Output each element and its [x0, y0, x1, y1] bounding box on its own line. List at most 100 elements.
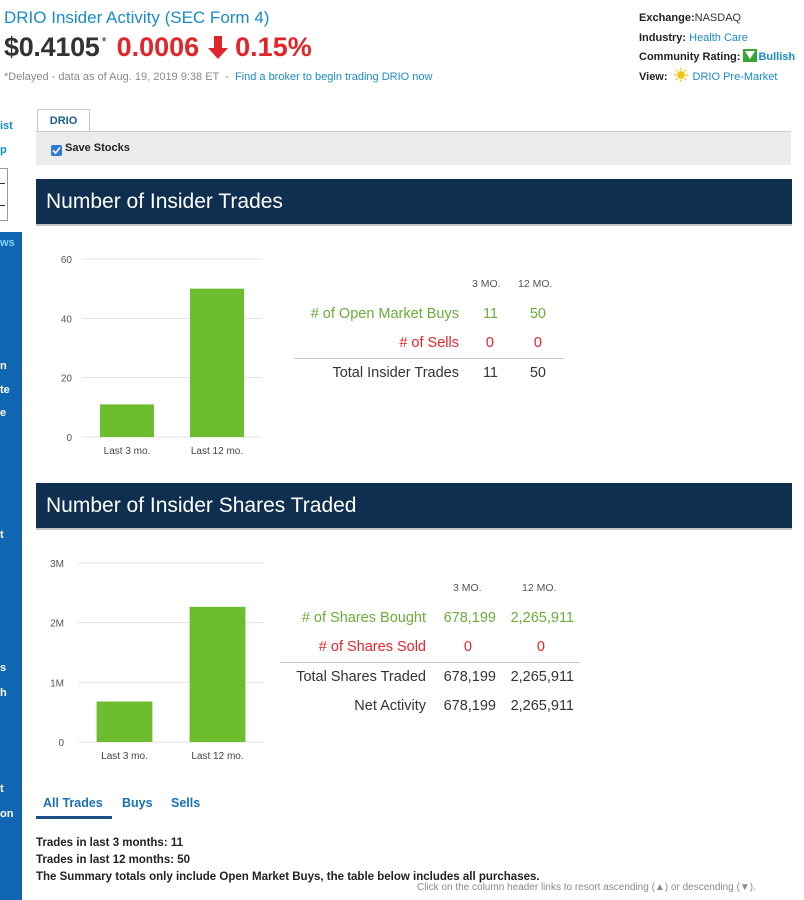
save-stocks-bar: Save Stocks: [36, 132, 791, 165]
value-bought-12mo: 2,265,911: [510, 610, 574, 626]
row-label-net-activity: Net Activity: [354, 698, 426, 714]
sort-instructions: Click on the column header links to reso…: [417, 882, 756, 893]
tab-drio[interactable]: DRIO: [37, 109, 90, 132]
delayed-info: *Delayed - data as of Aug. 19, 2019 9:38…: [4, 71, 432, 83]
bar[interactable]: [96, 701, 153, 742]
sidebar-link-fragment-1[interactable]: ist: [0, 120, 13, 132]
value-total-shares-12mo: 2,265,911: [510, 669, 574, 685]
value-net-12mo: 2,265,911: [510, 698, 574, 714]
row-label-total-trades: Total Insider Trades: [332, 365, 459, 381]
sidebar-item-fragment[interactable]: t: [0, 783, 4, 795]
tab-sells[interactable]: Sells: [171, 796, 201, 810]
sidebar-item-fragment[interactable]: e: [0, 407, 7, 419]
bar[interactable]: [190, 288, 244, 437]
x-tick-label: Last 3 mo.: [101, 751, 148, 762]
section-title: Number of Insider Trades: [46, 190, 283, 213]
y-tick-label: 60: [61, 255, 73, 266]
value-sold-12mo: 0: [536, 639, 545, 655]
row-label-shares-sold: # of Shares Sold: [318, 639, 426, 655]
view-label: View:: [639, 70, 668, 83]
value-net-3mo: 678,199: [443, 698, 496, 714]
page-title[interactable]: DRIO Insider Activity (SEC Form 4): [4, 8, 270, 27]
insider-trades-table: 3 MO. 12 MO. # of Open Market Buys 11 50…: [294, 278, 566, 388]
trades-summary: Trades in last 3 months: 11 Trades in la…: [36, 835, 540, 886]
sidebar-news-fragment[interactable]: ws: [0, 237, 15, 249]
active-tab-indicator: [36, 816, 112, 819]
value-sells-12mo: 0: [533, 335, 542, 351]
bullish-icon: [743, 49, 758, 62]
insider-trades-chart: 0 20 40 60 Last 3 mo. Last 12 mo.: [50, 248, 275, 468]
table-divider: [294, 358, 564, 359]
value-total-3mo: 11: [482, 365, 498, 381]
last-price: $0.4105: [4, 32, 100, 62]
x-tick-label: Last 12 mo.: [191, 751, 243, 762]
summary-12mo: Trades in last 12 months: 50: [36, 854, 191, 866]
save-stocks-checkbox[interactable]: [51, 145, 62, 156]
insider-shares-header: Number of Insider Shares Traded: [36, 483, 792, 530]
sidebar-item-fragment[interactable]: h: [0, 687, 7, 699]
tab-all-trades[interactable]: All Trades: [43, 796, 103, 810]
sun-icon: [673, 67, 688, 82]
sidebar-item-fragment[interactable]: t: [0, 529, 4, 541]
value-sells-3mo: 0: [485, 335, 494, 351]
save-stocks-label: Save Stocks: [65, 142, 130, 154]
value-buys-3mo: 11: [482, 306, 498, 322]
insider-trades-header: Number of Insider Trades: [36, 179, 792, 226]
insider-shares-chart-svg: 0 1M 2M 3M Last 3 mo. Last 12 mo.: [50, 559, 264, 762]
y-tick-label: 2M: [50, 619, 64, 630]
sidebar-item-fragment[interactable]: on: [0, 808, 14, 820]
summary-note: The Summary totals only include Open Mar…: [36, 871, 540, 883]
table-divider: [280, 662, 580, 663]
col-header-12mo: 12 MO.: [518, 278, 553, 290]
value-total-shares-3mo: 678,199: [443, 669, 496, 685]
industry-link[interactable]: Health Care: [689, 31, 748, 44]
industry-label: Industry:: [639, 31, 687, 44]
price-change: 0.0006: [116, 32, 200, 62]
y-tick-label: 3M: [50, 559, 64, 570]
row-label-open-market-buys: # of Open Market Buys: [310, 306, 459, 322]
tab-buys[interactable]: Buys: [122, 796, 153, 810]
value-total-12mo: 50: [529, 365, 546, 381]
sidebar-blue-panel: ws n te e t s h t on: [0, 232, 22, 900]
bar[interactable]: [100, 404, 154, 437]
price-footnote: *: [101, 34, 107, 49]
row-label-sells: # of Sells: [399, 335, 459, 351]
quote-row: $0.4105 * 0.0006 0.15%: [4, 32, 312, 63]
premarket-link[interactable]: DRIO Pre-Market: [692, 70, 778, 83]
col-header-12mo: 12 MO.: [522, 582, 557, 594]
x-tick-label: Last 12 mo.: [191, 446, 243, 457]
y-tick-label: 0: [66, 433, 72, 444]
exchange-value: NASDAQ: [694, 12, 742, 24]
sidebar-item-fragment[interactable]: n: [0, 360, 7, 372]
section-title: Number of Insider Shares Traded: [46, 494, 357, 517]
arrow-down-icon: [208, 36, 229, 59]
col-header-3mo: 3 MO.: [453, 582, 482, 594]
x-tick-label: Last 3 mo.: [104, 446, 151, 457]
sidebar-select-fragment[interactable]: [0, 168, 8, 221]
delayed-text: *Delayed - data as of Aug. 19, 2019 9:38…: [4, 71, 220, 83]
price-change-percent: 0.15%: [235, 32, 312, 62]
y-tick-label: 0: [58, 738, 64, 749]
broker-link[interactable]: Find a broker to begin trading DRIO now: [234, 71, 433, 83]
row-label-shares-bought: # of Shares Bought: [301, 610, 426, 626]
y-tick-label: 1M: [50, 678, 64, 689]
insider-shares-table: 3 MO. 12 MO. # of Shares Bought 678,199 …: [280, 582, 580, 722]
bar[interactable]: [189, 606, 246, 742]
y-tick-label: 40: [61, 314, 73, 325]
y-tick-label: 20: [61, 374, 73, 385]
insider-trades-chart-svg: 0 20 40 60 Last 3 mo. Last 12 mo.: [61, 255, 262, 457]
rating-label: Community Rating:: [639, 51, 741, 63]
insider-shares-chart: 0 1M 2M 3M Last 3 mo. Last 12 mo.: [46, 552, 271, 772]
sidebar-item-fragment[interactable]: s: [0, 662, 7, 674]
value-bought-3mo: 678,199: [443, 610, 496, 626]
value-sold-3mo: 0: [463, 639, 472, 655]
row-label-total-shares: Total Shares Traded: [296, 669, 426, 685]
tab-divider: [36, 131, 791, 132]
exchange-label: Exchange:: [639, 12, 695, 24]
sidebar-link-fragment-2[interactable]: p: [0, 144, 7, 156]
summary-3mo: Trades in last 3 months: 11: [36, 837, 183, 849]
sidebar-item-fragment[interactable]: te: [0, 384, 10, 396]
delayed-separator: -: [225, 71, 229, 83]
rating-value[interactable]: Bullish: [758, 51, 796, 63]
trade-filter-tabs: All Trades Buys Sells: [36, 796, 246, 820]
